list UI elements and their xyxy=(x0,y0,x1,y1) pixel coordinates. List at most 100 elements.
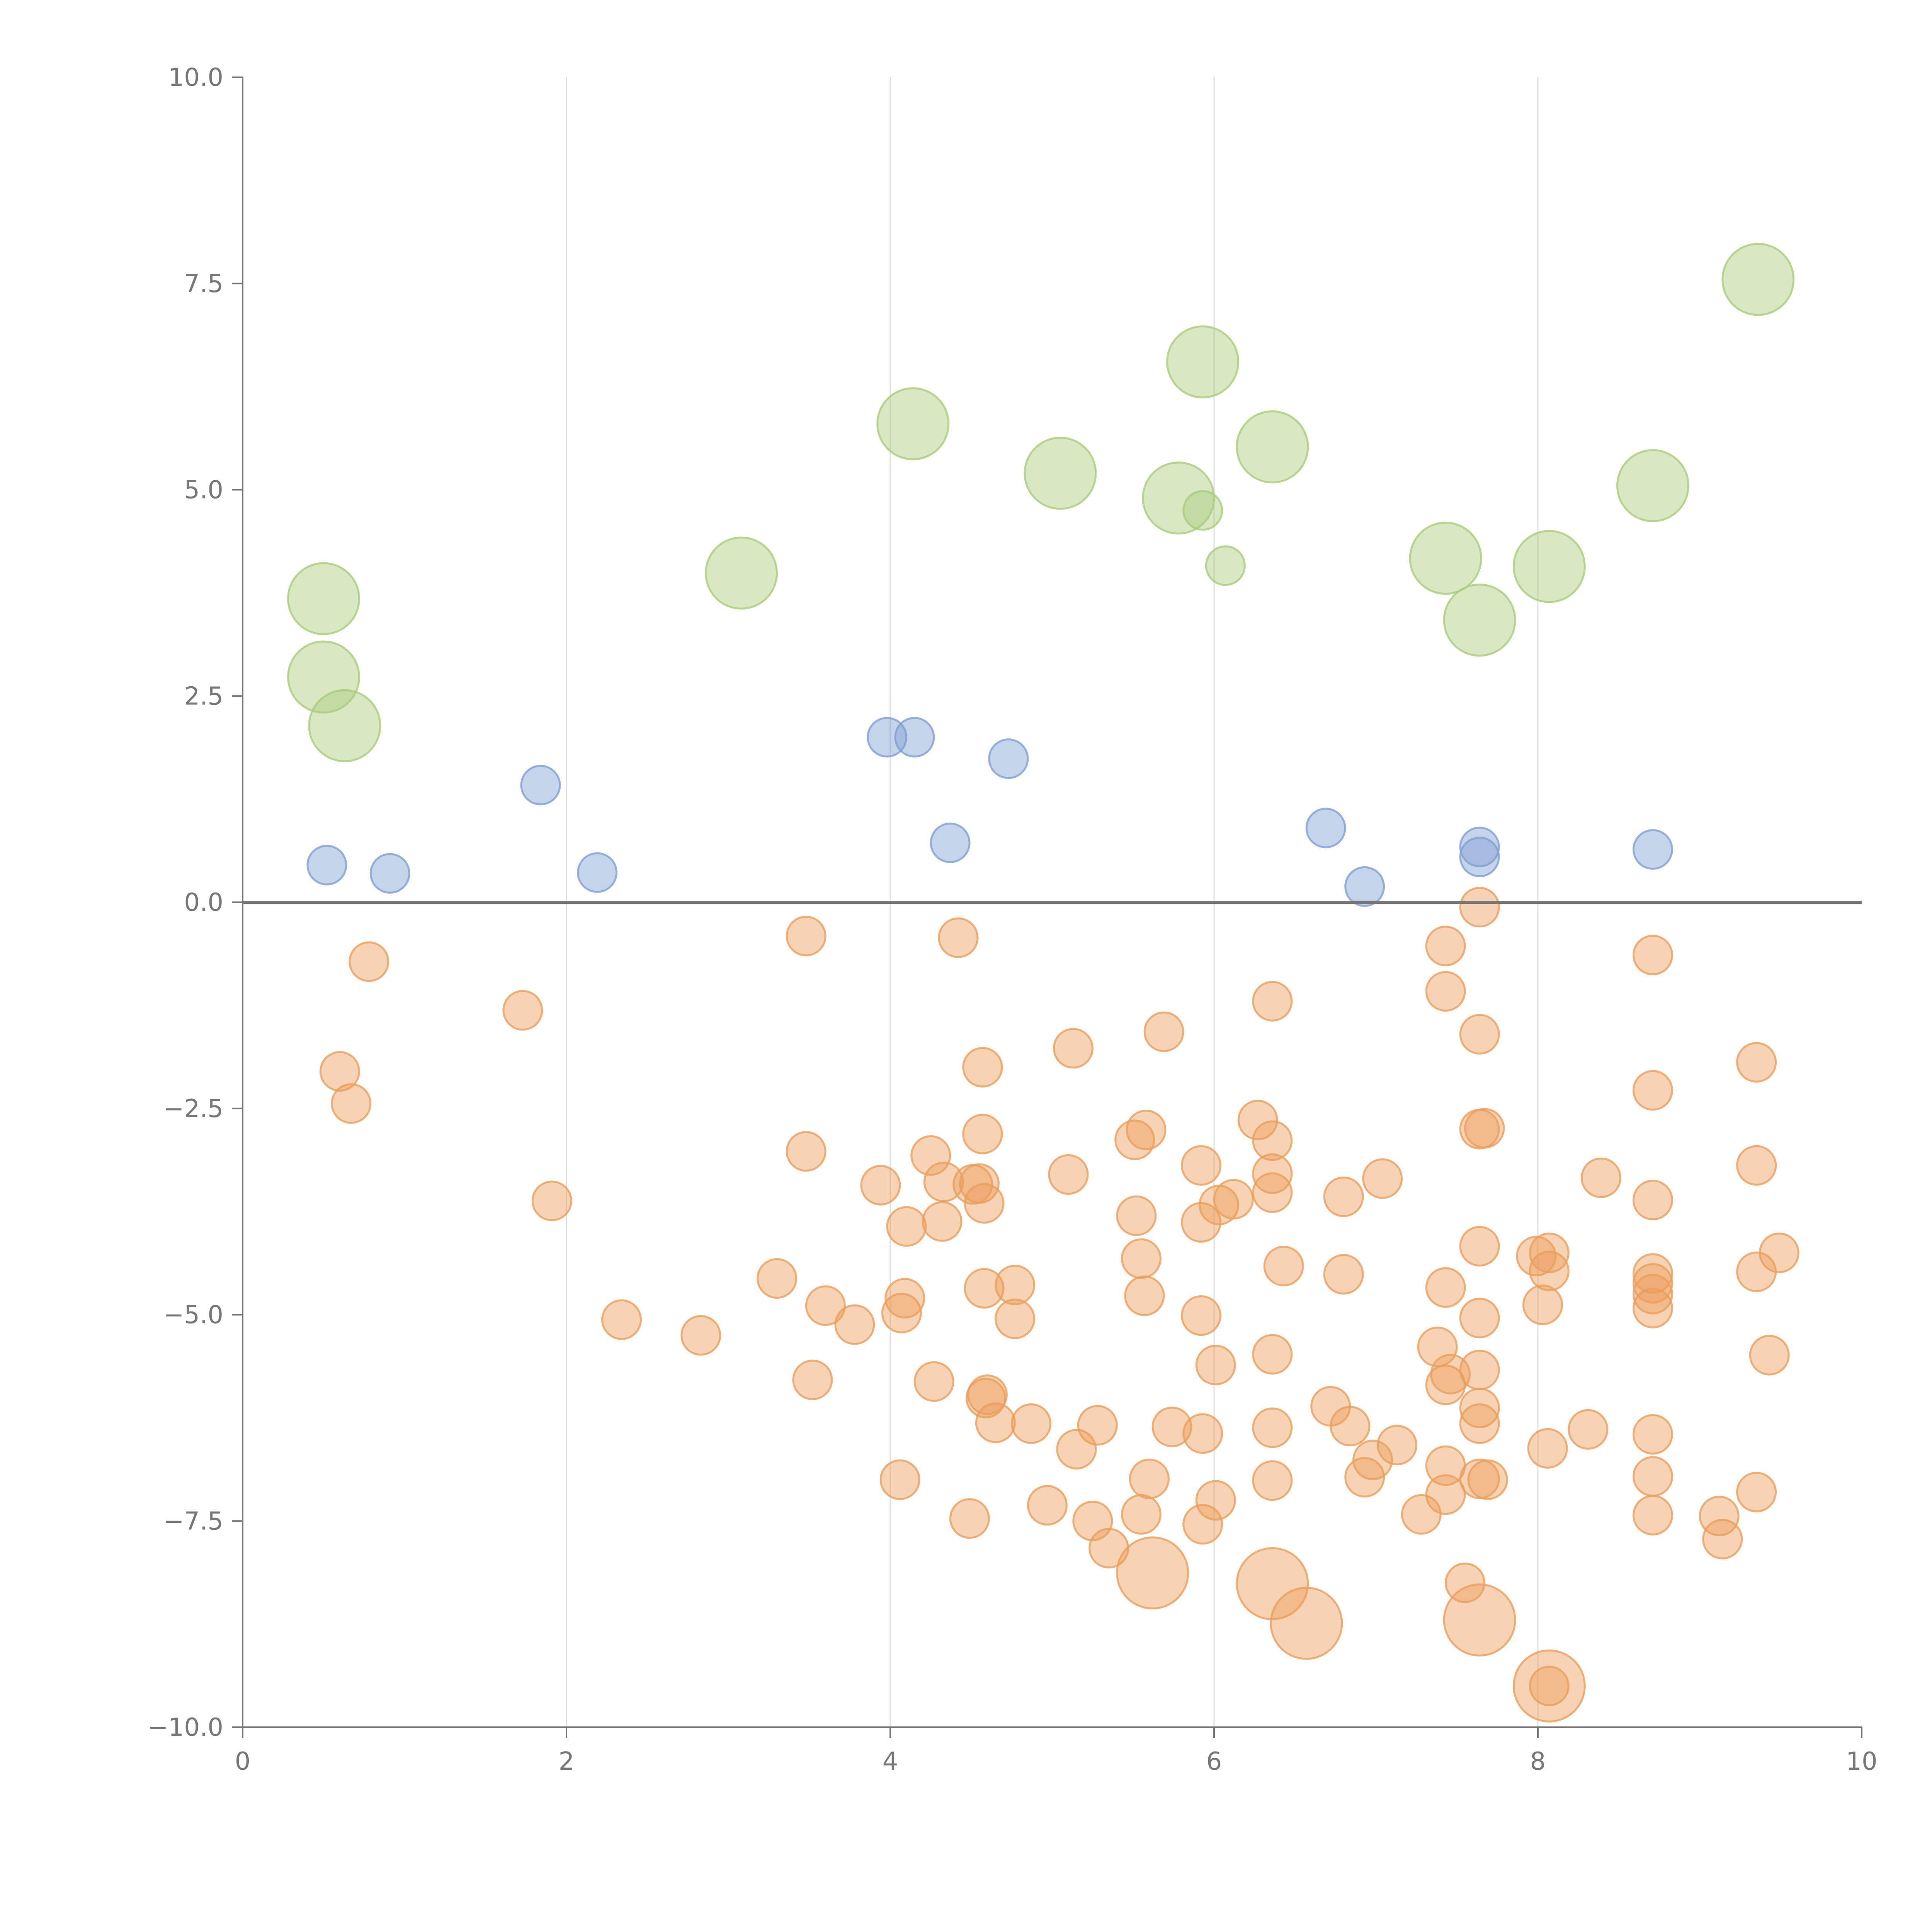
point-orange-small-54 xyxy=(1180,1295,1221,1336)
point-orange-small-80 xyxy=(1425,925,1466,966)
point-orange-small-66 xyxy=(1252,1334,1293,1375)
y-tick-label-3: 2.5 xyxy=(184,682,223,711)
point-orange-small-22 xyxy=(938,917,979,958)
point-orange-small-85 xyxy=(1425,1474,1466,1515)
point-orange-small-95 xyxy=(1459,1403,1500,1444)
point-orange-small-10 xyxy=(792,1359,833,1400)
point-green-large-4 xyxy=(876,387,950,461)
point-orange-small-58 xyxy=(1195,1480,1236,1521)
point-orange-small-92 xyxy=(1459,1298,1500,1338)
point-orange-small-36 xyxy=(1027,1485,1068,1526)
point-orange-small-122 xyxy=(1736,1472,1777,1513)
point-orange-small-55 xyxy=(1182,1413,1223,1454)
point-orange-small-113 xyxy=(1632,1287,1673,1328)
point-orange-small-97 xyxy=(1464,1108,1505,1149)
point-orange-small-26 xyxy=(962,1047,1003,1088)
point-orange-large-4 xyxy=(1512,1649,1586,1723)
point-orange-small-124 xyxy=(1759,1232,1799,1273)
point-orange-small-89 xyxy=(1459,1014,1500,1055)
point-orange-small-101 xyxy=(1527,1428,1568,1469)
point-orange-large-2 xyxy=(1270,1587,1343,1660)
point-orange-small-109 xyxy=(1632,1180,1673,1221)
point-orange-small-48 xyxy=(1124,1275,1165,1316)
point-green-large-8 xyxy=(1236,410,1309,483)
point-green-large-9 xyxy=(1409,522,1482,595)
point-orange-small-114 xyxy=(1632,1414,1673,1455)
point-orange-small-12 xyxy=(834,1304,875,1345)
y-tick-label-4: 0.0 xyxy=(184,888,223,917)
point-orange-small-41 xyxy=(1077,1405,1118,1446)
point-orange-small-15 xyxy=(881,1293,922,1333)
y-tick-label-7: −7.5 xyxy=(163,1507,223,1536)
point-orange-small-17 xyxy=(886,1206,927,1247)
x-tick-label-8: 8 xyxy=(1530,1747,1546,1776)
point-orange-small-116 xyxy=(1632,1495,1673,1536)
point-orange-small-88 xyxy=(1459,887,1500,928)
point-orange-small-32 xyxy=(975,1402,1016,1443)
point-blue-small-8 xyxy=(1305,808,1346,849)
point-orange-small-27 xyxy=(962,1114,1003,1155)
point-orange-small-38 xyxy=(1048,1154,1089,1195)
point-orange-small-56 xyxy=(1182,1504,1223,1545)
point-green-large-3 xyxy=(705,536,778,610)
point-green-large-2 xyxy=(308,689,381,762)
point-blue-small-1 xyxy=(369,853,410,894)
point-orange-small-115 xyxy=(1632,1456,1673,1497)
point-orange-small-50 xyxy=(1143,1011,1184,1052)
point-orange-small-28 xyxy=(964,1183,1005,1224)
axes xyxy=(232,77,1862,1738)
point-green-large-11 xyxy=(1512,530,1586,603)
point-orange-small-63 xyxy=(1252,1120,1293,1161)
y-tick-label-2: 5.0 xyxy=(184,476,223,505)
y-tick-label-1: 7.5 xyxy=(184,270,223,298)
point-orange-large-3 xyxy=(1443,1583,1516,1656)
point-blue-small-4 xyxy=(867,717,908,758)
point-orange-small-51 xyxy=(1151,1406,1192,1447)
point-blue-small-10 xyxy=(1459,827,1500,867)
point-orange-small-83 xyxy=(1425,1364,1466,1405)
point-green-small-0 xyxy=(1182,490,1223,531)
point-orange-small-57 xyxy=(1195,1345,1236,1386)
point-orange-small-6 xyxy=(680,1315,721,1356)
point-orange-small-93 xyxy=(1459,1350,1500,1391)
point-orange-small-98 xyxy=(1467,1459,1508,1500)
point-blue-small-3 xyxy=(577,852,618,893)
point-orange-small-73 xyxy=(1330,1406,1371,1447)
point-orange-small-14 xyxy=(879,1459,920,1500)
point-orange-small-62 xyxy=(1252,981,1293,1022)
point-blue-small-5 xyxy=(894,717,935,758)
point-orange-small-123 xyxy=(1749,1335,1790,1376)
point-orange-small-20 xyxy=(922,1201,963,1242)
point-orange-small-2 xyxy=(331,1083,372,1124)
point-orange-small-5 xyxy=(601,1299,642,1340)
point-green-large-12 xyxy=(1616,449,1689,522)
point-orange-small-91 xyxy=(1459,1226,1500,1267)
point-orange-small-16 xyxy=(884,1278,925,1319)
point-orange-small-106 xyxy=(1580,1157,1621,1198)
point-orange-small-104 xyxy=(1529,1665,1570,1706)
point-green-small-1 xyxy=(1205,545,1246,586)
point-orange-small-100 xyxy=(1522,1284,1563,1325)
point-orange-small-110 xyxy=(1632,1253,1673,1294)
x-tick-label-0: 0 xyxy=(235,1747,251,1776)
point-orange-small-103 xyxy=(1529,1250,1570,1291)
x-tick-label-4: 4 xyxy=(883,1747,898,1776)
x-tick-label-2: 2 xyxy=(559,1747,575,1776)
point-orange-small-11 xyxy=(805,1285,846,1326)
point-orange-small-82 xyxy=(1425,1267,1466,1308)
point-orange-small-25 xyxy=(959,1163,1000,1204)
point-orange-small-30 xyxy=(965,1378,1006,1418)
point-orange-small-39 xyxy=(1056,1429,1097,1470)
point-orange-small-29 xyxy=(964,1268,1005,1309)
point-orange-small-67 xyxy=(1252,1407,1293,1448)
point-orange-small-119 xyxy=(1736,1042,1777,1083)
point-blue-small-7 xyxy=(988,738,1029,779)
point-orange-small-71 xyxy=(1323,1176,1364,1217)
point-orange-small-8 xyxy=(786,916,827,957)
point-blue-small-12 xyxy=(1632,829,1673,870)
point-orange-small-77 xyxy=(1376,1425,1417,1466)
point-orange-small-35 xyxy=(1011,1403,1052,1444)
point-orange-small-9 xyxy=(786,1131,827,1172)
point-orange-small-108 xyxy=(1632,1070,1673,1111)
